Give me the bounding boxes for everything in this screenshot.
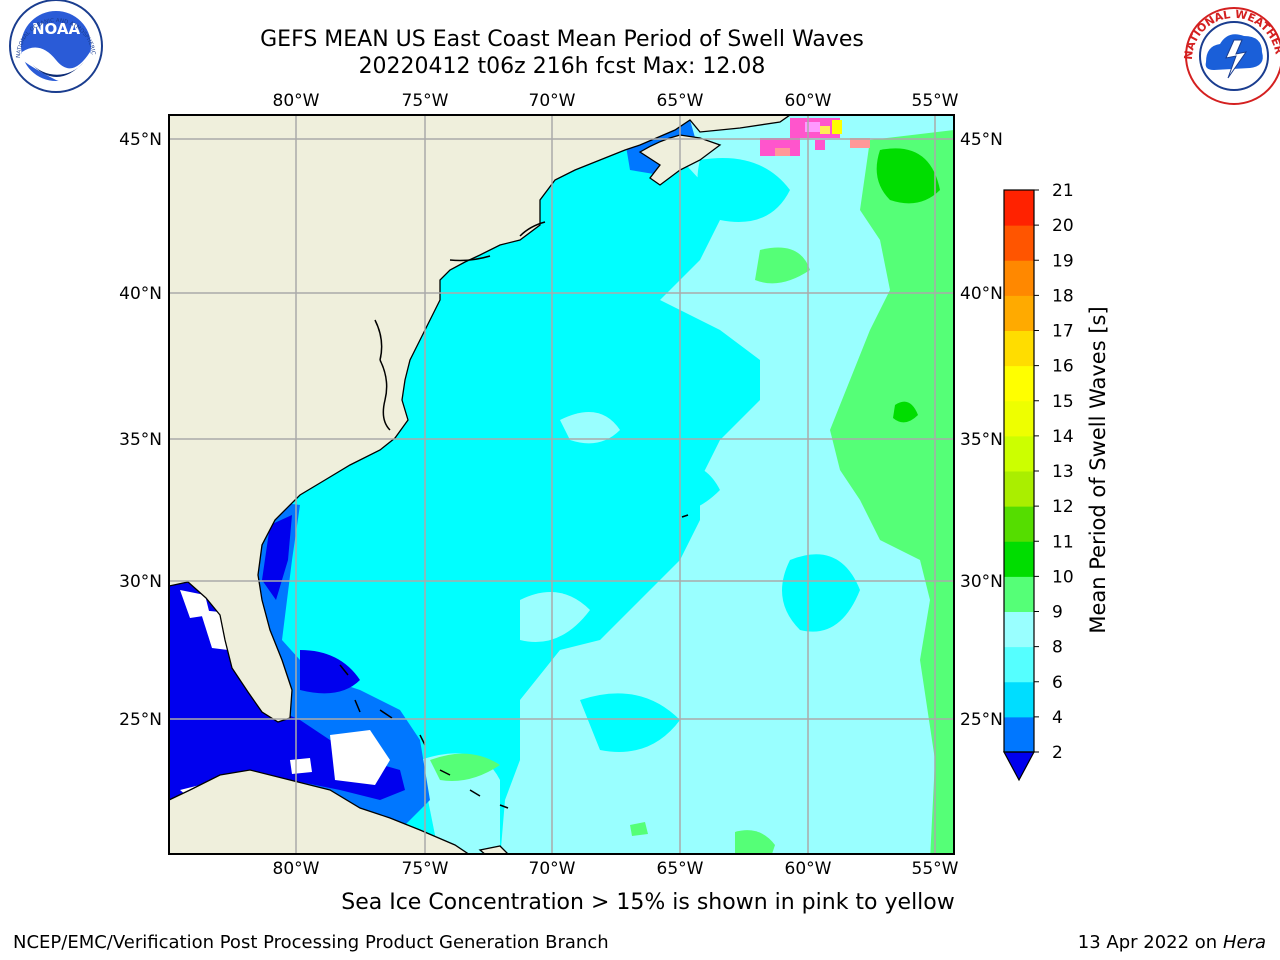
lat-label: 35°N: [119, 430, 162, 450]
footer-credit: NCEP/EMC/Verification Post Processing Pr…: [13, 932, 609, 953]
lon-label: 55°W: [912, 91, 959, 111]
colorbar-tick-label: 14: [1052, 427, 1074, 447]
map-subtitle: 20220412 t06z 216h fcst Max: 12.08: [358, 54, 766, 79]
colorbar-segment: [1004, 365, 1034, 402]
colorbar-tick-label: 8: [1052, 638, 1063, 658]
lat-label: 45°N: [960, 130, 1003, 150]
colorbar-tick-label: 15: [1052, 392, 1074, 412]
colorbar-segment: [1004, 541, 1034, 577]
colorbar-segment: [1004, 506, 1034, 542]
colorbar-tick-label: 9: [1052, 603, 1063, 623]
lon-labels-bottom: 80°W 75°W 70°W 65°W 60°W 55°W: [273, 859, 959, 879]
lon-label: 60°W: [785, 91, 832, 111]
footer-date-text: 13 Apr 2022 on: [1077, 932, 1223, 953]
swell-10-11-region: [876, 148, 940, 423]
lat-label: 25°N: [119, 710, 162, 730]
colorbar-tick-label: 21: [1052, 181, 1074, 201]
colorbar-segment: [1004, 716, 1034, 753]
colorbar: 2 4 6 8 9 10 11 12 13 14 15 16 17 18 19 20 21: [1002, 181, 1074, 782]
lat-label: 35°N: [960, 430, 1003, 450]
colorbar-segment: [1004, 295, 1034, 331]
lat-label: 40°N: [119, 284, 162, 304]
colorbar-tick-label: 17: [1052, 322, 1074, 342]
colorbar-tick-label: 11: [1052, 532, 1074, 552]
colorbar-tick-label: 16: [1052, 357, 1074, 377]
colorbar-segment: [1004, 400, 1034, 437]
svg-text:NOAA: NOAA: [32, 20, 81, 38]
colorbar-tick-label: 12: [1052, 497, 1074, 517]
lon-label: 55°W: [912, 859, 959, 879]
lon-label: 80°W: [273, 859, 320, 879]
lat-label: 30°N: [960, 572, 1003, 592]
lon-label: 60°W: [785, 859, 832, 879]
lon-label: 80°W: [273, 91, 320, 111]
colorbar-tick-label: 4: [1052, 708, 1063, 728]
colorbar-segment: [1004, 646, 1034, 683]
lat-label: 40°N: [960, 284, 1003, 304]
colorbar-tick-label: 20: [1052, 216, 1074, 236]
lat-label: 45°N: [119, 130, 162, 150]
colorbar-tick-label: 19: [1052, 251, 1074, 271]
colorbar-extend-arrow: [1002, 751, 1036, 782]
colorbar-tick-label: 6: [1052, 673, 1063, 693]
lat-labels-right: 45°N 40°N 35°N 30°N 25°N: [960, 130, 1003, 730]
map-frame: [168, 114, 955, 855]
land-north-america: [169, 115, 792, 723]
colorbar-segment: [1004, 225, 1034, 261]
lat-label: 30°N: [119, 572, 162, 592]
lat-label: 25°N: [960, 710, 1003, 730]
lon-label: 65°W: [657, 859, 704, 879]
colorbar-segment: [1004, 190, 1034, 226]
nws-logo-icon: NATIONAL WEATHER SERVICE: [0, 0, 1280, 105]
colorbar-label: Mean Period of Swell Waves [s]: [1086, 306, 1110, 633]
colorbar-segment: [1004, 576, 1034, 612]
colorbar-tick-label: 2: [1052, 743, 1063, 763]
lon-label: 70°W: [529, 91, 576, 111]
colorbar-tick-label: 18: [1052, 286, 1074, 306]
lon-label: 65°W: [657, 91, 704, 111]
colorbar-segment: [1004, 611, 1034, 648]
colorbar-tick-label: 10: [1052, 567, 1074, 587]
colorbar-tick-label: 13: [1052, 462, 1074, 482]
colorbar-segment: [1004, 681, 1034, 718]
noaa-logo-icon: NOAA NATIONAL OCEANIC AND ATMOSPHERIC AD…: [0, 0, 103, 93]
lat-labels-left: 45°N 40°N 35°N 30°N 25°N: [119, 130, 162, 730]
footer-host: Hera: [1222, 932, 1266, 953]
footer-date: 13 Apr 2022 on Hera: [1078, 932, 1266, 953]
land-cuba: [169, 769, 470, 854]
sea-ice-region: [760, 118, 870, 156]
colorbar-segment: [1004, 260, 1034, 296]
colorbar-segment: [1004, 471, 1034, 507]
colorbar-segment: [1004, 435, 1034, 472]
map-title: GEFS MEAN US East Coast Mean Period of S…: [260, 27, 864, 52]
graticule: [169, 115, 954, 854]
svg-text:NATIONAL WEATHER SERVICE: NATIONAL WEATHER SERVICE: [0, 0, 1280, 60]
sea-ice-note: Sea Ice Concentration > 15% is shown in …: [341, 890, 955, 915]
lon-label: 75°W: [402, 859, 449, 879]
lon-label: 75°W: [402, 91, 449, 111]
map-area: [169, 115, 954, 854]
colorbar-segment: [1004, 330, 1034, 367]
lon-labels-top: 80°W 75°W 70°W 65°W 60°W 55°W: [273, 91, 959, 111]
lon-label: 70°W: [529, 859, 576, 879]
